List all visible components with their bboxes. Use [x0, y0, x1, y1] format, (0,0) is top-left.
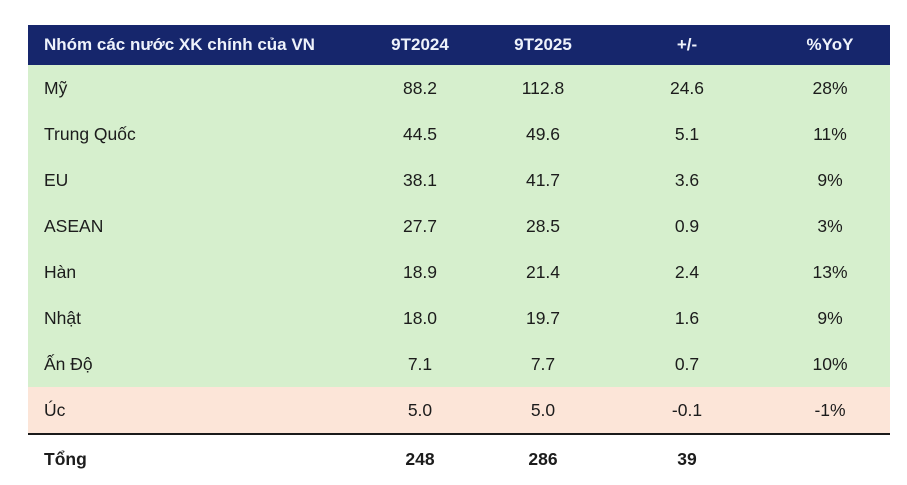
value-9t2024: 27.7	[358, 203, 482, 249]
country-label: Nhật	[28, 295, 358, 341]
total-9t2024: 248	[358, 433, 482, 483]
country-label: Hàn	[28, 249, 358, 295]
value-9t2025: 49.6	[482, 111, 604, 157]
value-9t2024: 38.1	[358, 157, 482, 203]
value-yoy: 10%	[770, 341, 890, 387]
country-label: Ấn Độ	[28, 341, 358, 387]
value-diff: 5.1	[604, 111, 770, 157]
value-diff: 0.9	[604, 203, 770, 249]
total-label: Tổng	[28, 433, 358, 483]
value-diff: 3.6	[604, 157, 770, 203]
column-header-group: Nhóm các nước XK chính của VN	[28, 25, 358, 65]
table-row-nhat: Nhật 18.0 19.7 1.6 9%	[28, 295, 890, 341]
table-row-uc-highlighted: Úc 5.0 5.0 -0.1 -1%	[28, 387, 890, 434]
value-yoy: 9%	[770, 157, 890, 203]
country-label: Úc	[28, 387, 358, 434]
value-yoy: 13%	[770, 249, 890, 295]
value-9t2024: 5.0	[358, 387, 482, 434]
value-9t2025: 112.8	[482, 65, 604, 111]
value-9t2024: 18.0	[358, 295, 482, 341]
table-row-trung-quoc: Trung Quốc 44.5 49.6 5.1 11%	[28, 111, 890, 157]
value-yoy: 11%	[770, 111, 890, 157]
value-9t2024: 44.5	[358, 111, 482, 157]
value-yoy: 28%	[770, 65, 890, 111]
value-9t2025: 41.7	[482, 157, 604, 203]
column-header-diff: +/-	[604, 25, 770, 65]
value-9t2024: 7.1	[358, 341, 482, 387]
value-diff: 24.6	[604, 65, 770, 111]
table-row-asean: ASEAN 27.7 28.5 0.9 3%	[28, 203, 890, 249]
value-9t2024: 88.2	[358, 65, 482, 111]
value-yoy: 9%	[770, 295, 890, 341]
table-row-total: Tổng 248 286 39	[28, 433, 890, 483]
value-9t2025: 7.7	[482, 341, 604, 387]
country-label: Trung Quốc	[28, 111, 358, 157]
column-header-9t2024: 9T2024	[358, 25, 482, 65]
column-header-yoy: %YoY	[770, 25, 890, 65]
value-9t2025: 19.7	[482, 295, 604, 341]
table-row-my: Mỹ 88.2 112.8 24.6 28%	[28, 65, 890, 111]
country-label: ASEAN	[28, 203, 358, 249]
value-diff: 0.7	[604, 341, 770, 387]
value-diff: -0.1	[604, 387, 770, 434]
value-yoy: -1%	[770, 387, 890, 434]
value-9t2025: 28.5	[482, 203, 604, 249]
value-diff: 2.4	[604, 249, 770, 295]
value-diff: 1.6	[604, 295, 770, 341]
total-diff: 39	[604, 433, 770, 483]
value-9t2024: 18.9	[358, 249, 482, 295]
country-label: EU	[28, 157, 358, 203]
table-row-an-do: Ấn Độ 7.1 7.7 0.7 10%	[28, 341, 890, 387]
value-9t2025: 21.4	[482, 249, 604, 295]
total-9t2025: 286	[482, 433, 604, 483]
export-countries-table: Nhóm các nước XK chính của VN 9T2024 9T2…	[28, 25, 890, 483]
country-label: Mỹ	[28, 65, 358, 111]
value-9t2025: 5.0	[482, 387, 604, 434]
total-yoy	[770, 433, 890, 483]
table-row-han: Hàn 18.9 21.4 2.4 13%	[28, 249, 890, 295]
column-header-9t2025: 9T2025	[482, 25, 604, 65]
table-header-row: Nhóm các nước XK chính của VN 9T2024 9T2…	[28, 25, 890, 65]
value-yoy: 3%	[770, 203, 890, 249]
table-row-eu: EU 38.1 41.7 3.6 9%	[28, 157, 890, 203]
